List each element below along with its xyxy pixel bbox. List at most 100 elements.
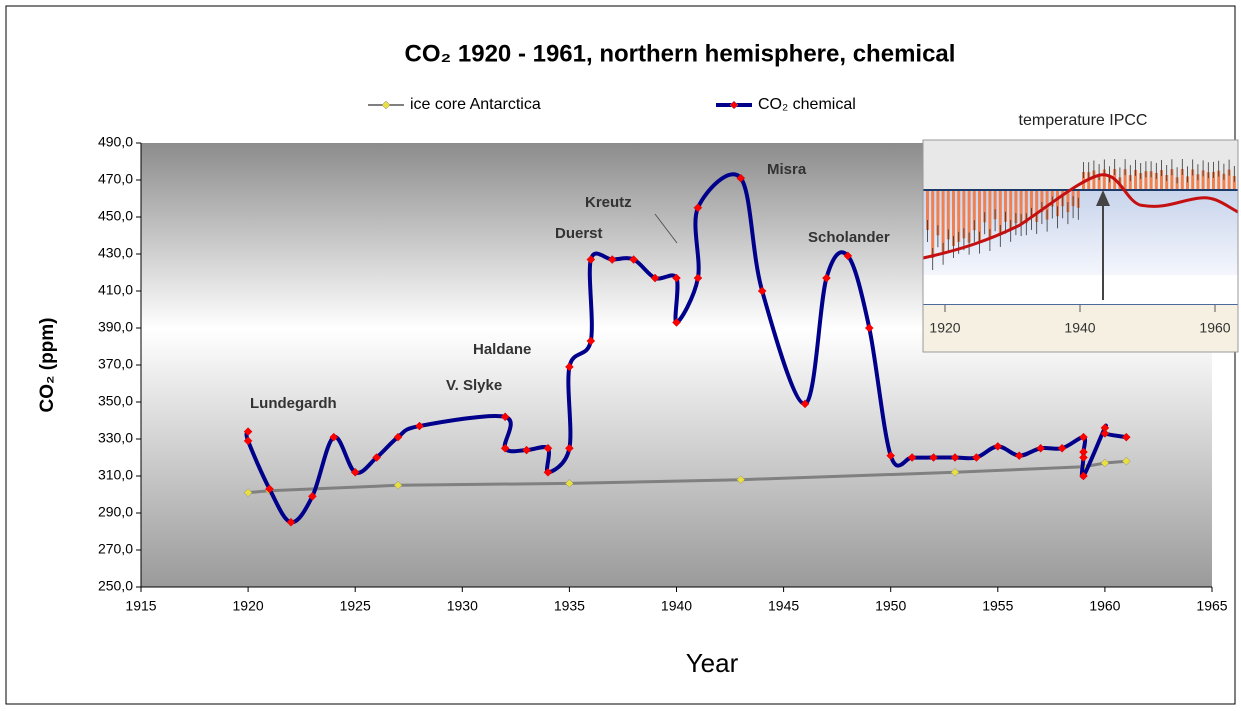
marker xyxy=(265,484,274,494)
marker xyxy=(350,467,360,477)
inset-bar xyxy=(1035,190,1039,222)
x-tick-label: 1930 xyxy=(447,598,478,614)
annotation: Lundegardh xyxy=(250,395,337,412)
marker xyxy=(372,453,381,462)
inset-bar xyxy=(1102,169,1106,190)
marker xyxy=(1079,471,1088,481)
inset-bar xyxy=(931,190,935,259)
marker xyxy=(907,453,917,462)
inset-bar xyxy=(972,190,976,231)
legend-marker xyxy=(381,100,391,110)
inset-bar xyxy=(1170,169,1174,190)
marker xyxy=(650,273,660,283)
inset-bar xyxy=(1123,169,1127,190)
inset: temperature IPCC xyxy=(243,112,1239,527)
inset-bar xyxy=(1014,190,1018,224)
inset-bars xyxy=(926,159,1236,271)
marker xyxy=(1100,458,1110,468)
inset-bar xyxy=(1004,190,1007,222)
marker xyxy=(629,255,639,264)
marker xyxy=(1121,432,1131,442)
marker xyxy=(243,488,253,498)
inset-bar xyxy=(1212,171,1215,190)
marker xyxy=(329,432,339,442)
inset-bar xyxy=(1144,171,1148,190)
y-tick-label: 450,0 xyxy=(98,208,133,224)
y-tick-label: 390,0 xyxy=(98,319,133,335)
inset-bar xyxy=(1128,175,1132,190)
inset-bar xyxy=(1092,170,1096,190)
marker xyxy=(565,479,574,488)
inset-bar xyxy=(1134,169,1137,190)
annotation: Scholander xyxy=(808,229,890,246)
y-tick-label: 330,0 xyxy=(98,430,133,446)
legend-marker xyxy=(729,100,739,110)
y-tick-label: 370,0 xyxy=(98,356,133,372)
marker xyxy=(736,475,746,485)
inset-bar xyxy=(1191,169,1195,190)
marker xyxy=(543,443,553,453)
marker xyxy=(522,445,531,455)
inset-bar xyxy=(1196,174,1200,190)
y-tick-label: 430,0 xyxy=(98,245,133,261)
x-tick-label: 1940 xyxy=(661,598,692,614)
inset-tick-label: 1940 xyxy=(1064,320,1095,336)
inset-arrowhead xyxy=(1096,190,1110,206)
annotation: Misra xyxy=(767,161,807,178)
inset-bar xyxy=(1160,169,1163,190)
marker xyxy=(1100,429,1110,438)
legend-label: CO₂ chemical xyxy=(758,96,856,113)
marker xyxy=(950,453,960,462)
inset-bar xyxy=(988,190,992,239)
x-tick-label: 1945 xyxy=(768,598,799,614)
marker xyxy=(1036,443,1045,453)
inset-bar xyxy=(1009,190,1013,230)
marker xyxy=(693,203,703,213)
annotation: V. Slyke xyxy=(446,377,502,394)
marker xyxy=(757,286,767,296)
marker xyxy=(672,318,681,327)
x-tick-label: 1950 xyxy=(875,598,906,614)
x-tick-label: 1920 xyxy=(233,598,264,614)
marker xyxy=(393,432,403,442)
inset-bar xyxy=(1066,190,1070,213)
x-tick-label: 1960 xyxy=(1089,598,1120,614)
marker xyxy=(286,517,296,527)
inset-bar xyxy=(983,190,987,223)
chart-title: CO₂ 1920 - 1961, northern hemisphere, ch… xyxy=(405,40,956,67)
inset-axis-bg xyxy=(923,305,1238,352)
inset-bar xyxy=(1024,190,1028,224)
annotation: Kreutz xyxy=(585,194,632,211)
marker xyxy=(1079,453,1088,462)
marker xyxy=(565,443,574,453)
marker xyxy=(586,336,596,346)
x-axis-label: Year xyxy=(686,648,739,678)
inset-bar xyxy=(1232,175,1236,190)
inset-bar xyxy=(1180,169,1184,190)
inset-bar xyxy=(1186,176,1189,190)
annotation-leader xyxy=(654,213,678,244)
x-tick-label: 1925 xyxy=(340,598,371,614)
inset-tick-label: 1960 xyxy=(1199,320,1230,336)
inset-bar xyxy=(1030,190,1033,218)
marker xyxy=(1014,451,1024,461)
inset-bar xyxy=(967,190,971,243)
x-tick-label: 1935 xyxy=(554,598,585,614)
y-tick-label: 290,0 xyxy=(98,504,133,520)
marker xyxy=(308,491,317,501)
y-tick-label: 410,0 xyxy=(98,282,133,298)
inset-bar xyxy=(1040,190,1044,212)
annotation: Duerst xyxy=(555,225,603,242)
y-tick-label: 310,0 xyxy=(98,467,133,483)
marker xyxy=(672,273,681,283)
marker xyxy=(864,323,874,333)
marker xyxy=(693,273,703,283)
inset-bar xyxy=(1217,170,1221,190)
inset-bar xyxy=(998,190,1002,235)
inset-bar xyxy=(1154,172,1158,190)
legend-label: ice core Antarctica xyxy=(410,96,541,113)
inset-bar xyxy=(1139,173,1143,190)
inset-bar xyxy=(952,190,955,246)
inset-bar xyxy=(1019,190,1023,225)
inset-frame xyxy=(922,139,1239,353)
